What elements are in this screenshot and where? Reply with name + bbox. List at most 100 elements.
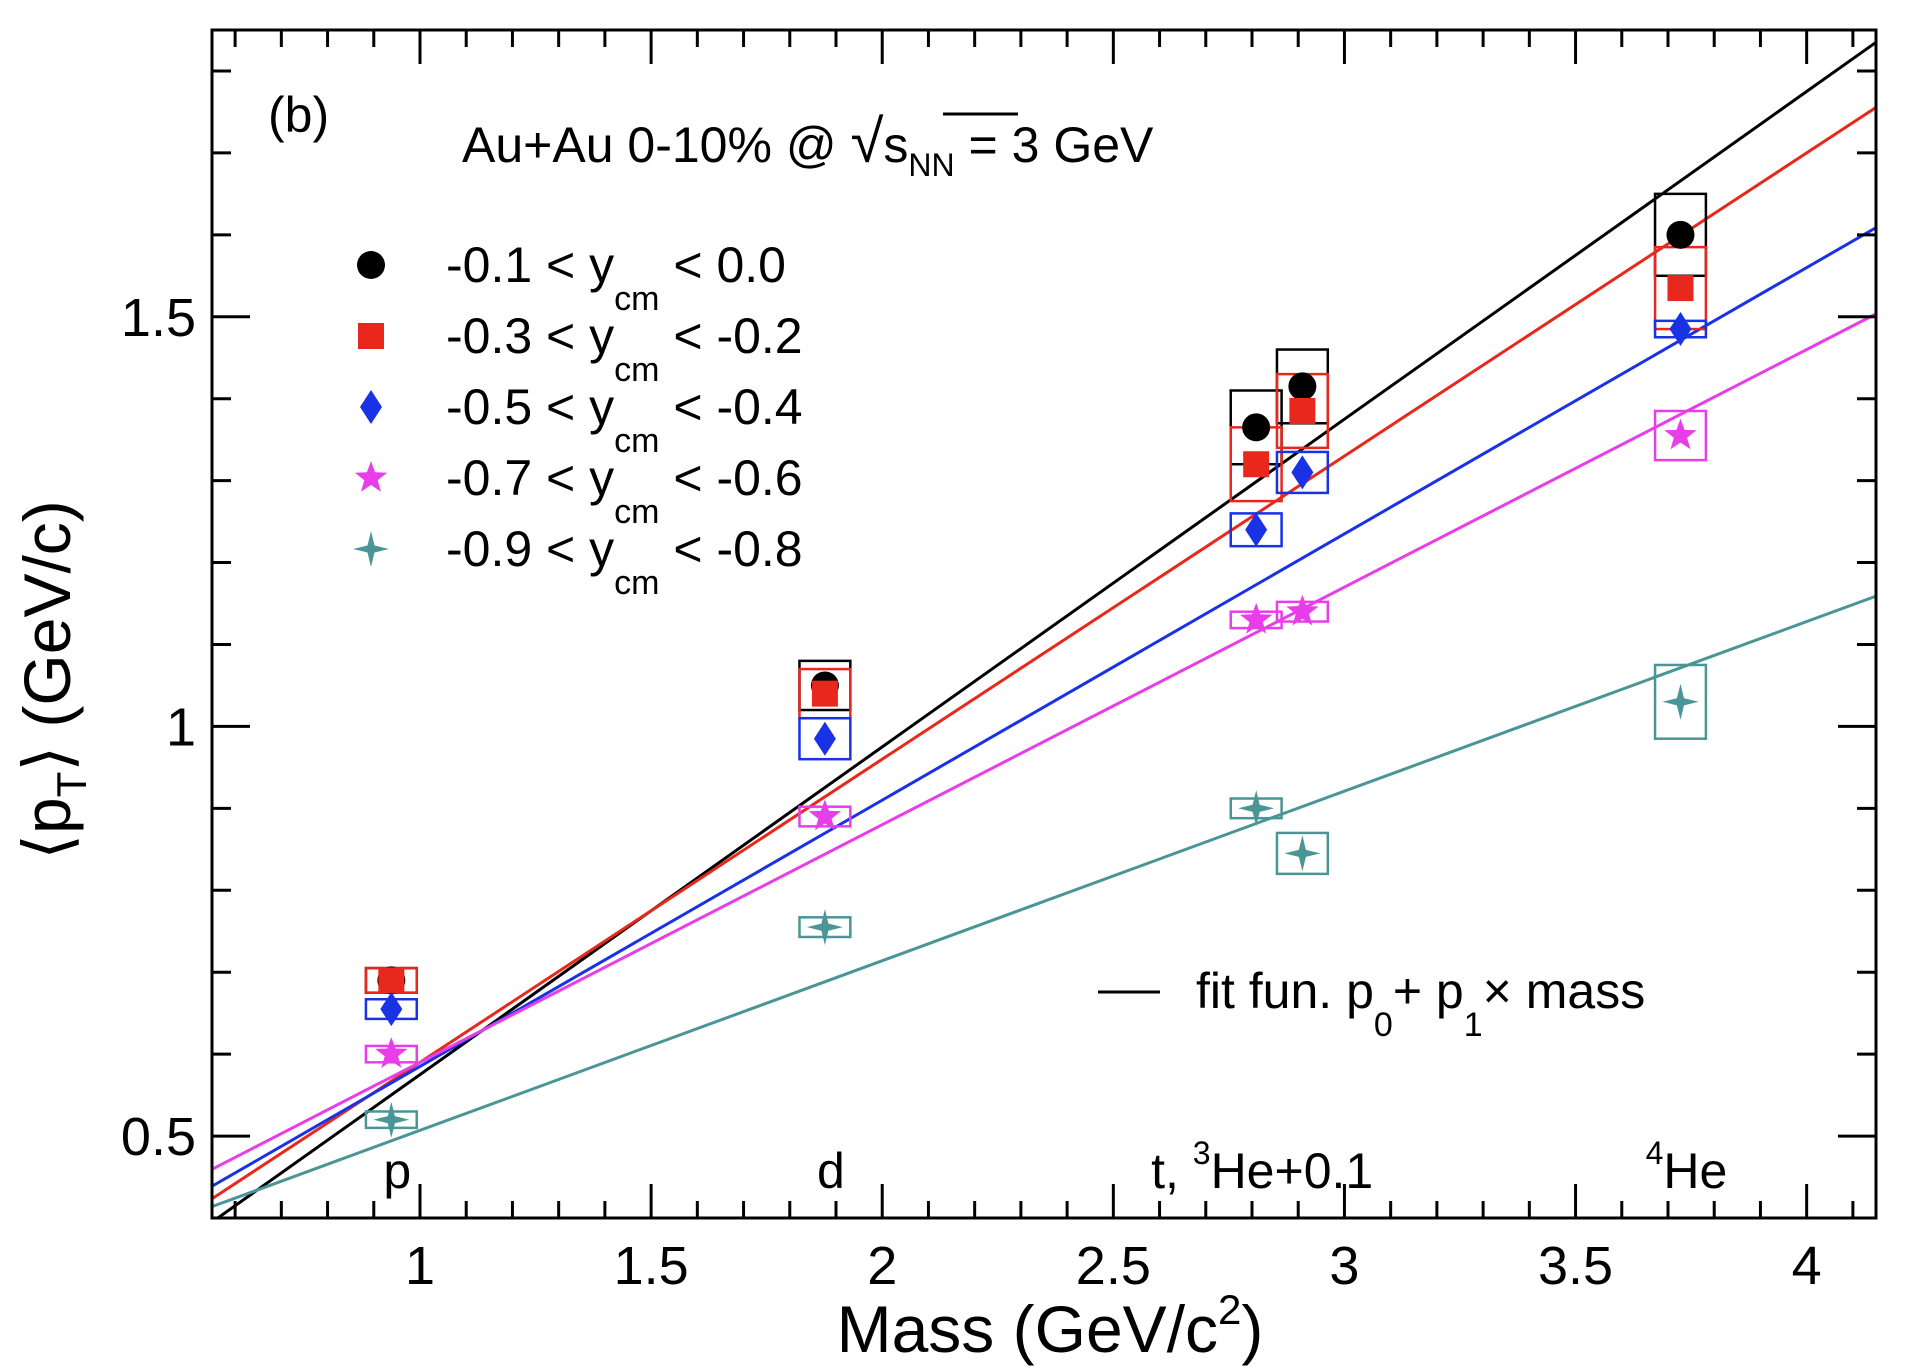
legend-label-5: -0.9 < ycm < -0.8 — [446, 521, 803, 602]
marker-series-3 — [1669, 312, 1692, 347]
y-axis-title-open: ⟨p — [10, 797, 84, 859]
legend-marker-4 — [354, 461, 388, 492]
legend-label-4: -0.7 < ycm < -0.6 — [446, 450, 803, 531]
y-axis-title: ⟨pT⟩ (GeV/c) — [10, 500, 95, 860]
panel-label: (b) — [268, 87, 329, 143]
data-markers — [373, 220, 1699, 1138]
marker-series-3 — [1245, 512, 1268, 547]
legend: -0.1 < ycm < 0.0-0.3 < ycm < -0.2-0.5 < … — [353, 237, 803, 602]
particle-label: 4He — [1646, 1135, 1728, 1199]
legend-label-sub: cm — [614, 493, 659, 531]
fit-function-note: fit fun. p0+ p1× mass — [1098, 963, 1645, 1044]
marker-series-2 — [811, 680, 838, 707]
legend-label-sub: cm — [614, 351, 659, 389]
marker-series-2 — [1289, 397, 1316, 424]
particle-label-post: He — [1663, 1143, 1727, 1199]
legend-marker-5 — [353, 531, 389, 567]
particle-label: d — [817, 1143, 845, 1199]
fit-note-text: fit fun. p0+ p1× mass — [1196, 963, 1645, 1044]
legend-label-tail: < -0.6 — [659, 450, 802, 506]
y-axis: 0.5 1 1.5 — [121, 69, 1876, 1220]
legend-marker-3 — [360, 390, 382, 424]
particle-label: p — [383, 1143, 411, 1199]
legend-label-1: -0.1 < ycm < 0.0 — [446, 237, 786, 318]
marker-series-5 — [806, 909, 843, 946]
y-tick-label: 0.5 — [121, 1107, 196, 1167]
x-axis-title: Mass (GeV/c2) — [837, 1286, 1264, 1366]
y-tick-label: 1 — [166, 697, 196, 757]
marker-series-2 — [378, 967, 405, 994]
fit-line-series-2 — [212, 106, 1876, 1201]
x-tick-label: 2 — [867, 1236, 897, 1296]
legend-label-sub: cm — [614, 564, 659, 602]
sys-box-series-4 — [1653, 409, 1708, 462]
particle-label-sup: 3 — [1193, 1135, 1211, 1171]
marker-series-4 — [1286, 594, 1319, 626]
fit-lines — [212, 41, 1876, 1218]
plot-frame — [210, 28, 1878, 1220]
marker-series-4 — [1664, 418, 1697, 450]
x-tick-label: 2.5 — [1076, 1236, 1151, 1296]
sqrt-subscript: NN — [908, 147, 954, 183]
marker-series-5 — [373, 1101, 410, 1138]
x-tick-label: 3.5 — [1538, 1236, 1613, 1296]
particle-label-pre: d — [817, 1143, 845, 1199]
chart-header-prefix: Au+Au 0-10% @ — [462, 117, 850, 173]
fit-note-sub0: 0 — [1374, 1006, 1393, 1044]
marker-series-4 — [1240, 602, 1273, 634]
chart-header: Au+Au 0-10% @ √sNN = 3 GeV — [462, 108, 1154, 183]
sqrt-variable: s — [883, 117, 908, 173]
legend-label-sub: cm — [614, 422, 659, 460]
particle-label-sup: 4 — [1646, 1135, 1664, 1171]
sys-box-series-3 — [798, 716, 852, 761]
legend-label-tail: < -0.4 — [659, 379, 802, 435]
legend-label-main: -0.3 < y — [446, 308, 614, 364]
legend-label-tail: < -0.2 — [659, 308, 802, 364]
particle-label-pre: p — [383, 1143, 411, 1199]
marker-series-3 — [813, 721, 836, 756]
x-axis: 1 1.5 2 2.5 3 3.5 4 — [233, 30, 1855, 1296]
marker-series-3 — [1291, 455, 1314, 490]
legend-label-tail: < 0.0 — [659, 237, 786, 293]
marker-series-4 — [808, 799, 842, 831]
fit-note-pre: fit fun. p — [1196, 963, 1374, 1019]
marker-series-1 — [1666, 220, 1695, 249]
marker-series-5 — [1284, 835, 1321, 872]
sqrt-symbol: √ — [850, 108, 883, 175]
legend-label-main: -0.9 < y — [446, 521, 614, 577]
x-axis-title-main: Mass (GeV/c — [837, 1292, 1218, 1366]
legend-label-tail: < -0.8 — [659, 521, 802, 577]
marker-series-5 — [1238, 790, 1275, 827]
x-axis-title-sup: 2 — [1218, 1286, 1241, 1333]
x-tick-label: 1 — [405, 1236, 435, 1296]
chart-header-suffix: = 3 GeV — [955, 117, 1154, 173]
legend-label-main: -0.1 < y — [446, 237, 614, 293]
fit-note-post: × mass — [1483, 963, 1646, 1019]
marker-series-5 — [1662, 683, 1699, 720]
legend-label-main: -0.7 < y — [446, 450, 614, 506]
legend-label-sub: cm — [614, 280, 659, 318]
marker-series-2 — [1667, 275, 1694, 302]
legend-marker-2 — [358, 323, 384, 349]
marker-series-3 — [380, 992, 403, 1027]
legend-label-3: -0.5 < ycm < -0.4 — [446, 379, 803, 460]
fit-note-mid: + p — [1393, 963, 1464, 1019]
sys-box-series-5 — [1275, 831, 1330, 876]
particle-label-pre: t, — [1151, 1143, 1193, 1199]
marker-series-2 — [1243, 451, 1270, 478]
fit-line-series-4 — [212, 312, 1876, 1171]
marker-series-4 — [375, 1037, 408, 1068]
fit-line-series-5 — [212, 594, 1876, 1209]
legend-label-main: -0.5 < y — [446, 379, 614, 435]
marker-series-1 — [1288, 372, 1317, 401]
y-axis-title-sub: T — [48, 772, 95, 798]
x-tick-label: 4 — [1792, 1236, 1822, 1296]
particle-label: t, 3He+0.1 — [1151, 1135, 1373, 1199]
marker-series-1 — [1242, 413, 1271, 442]
legend-marker-1 — [357, 251, 385, 279]
legend-label-2: -0.3 < ycm < -0.2 — [446, 308, 803, 389]
particle-label-post: He+0.1 — [1211, 1143, 1374, 1199]
x-tick-label: 3 — [1329, 1236, 1359, 1296]
particle-labels: p d t, 3He+0.1 4He — [383, 1135, 1727, 1199]
